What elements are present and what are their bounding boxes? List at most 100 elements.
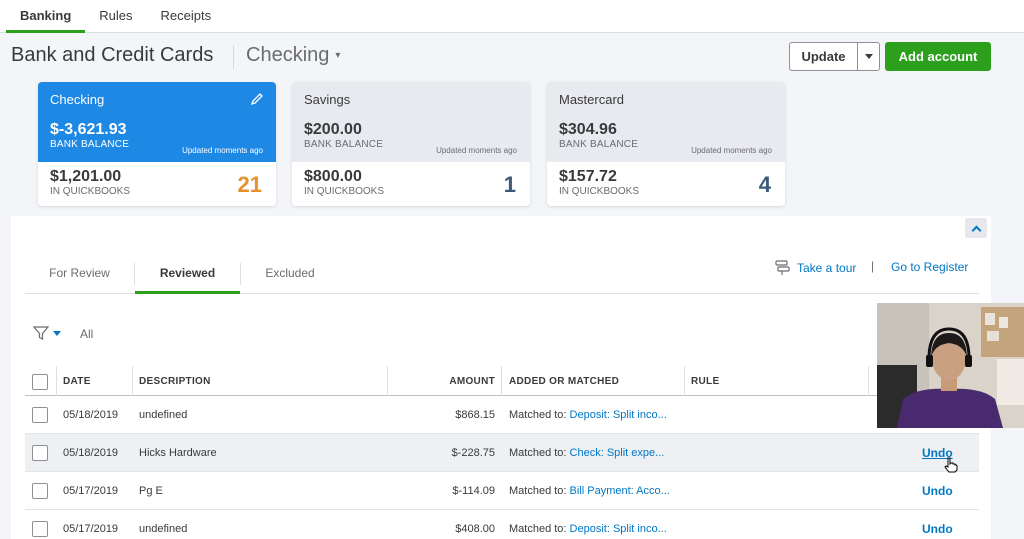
tab-divider <box>134 263 135 285</box>
undo-button[interactable]: Undo <box>922 484 953 498</box>
column-divider <box>132 366 133 396</box>
card-name: Checking <box>50 92 105 107</box>
card-name: Savings <box>304 92 351 107</box>
chevron-down-icon <box>864 54 873 59</box>
row-matched: Matched to: Deposit: Split inco... <box>509 510 679 539</box>
row-description: undefined <box>139 409 188 421</box>
matched-prefix: Matched to: <box>509 485 567 497</box>
card-qb-label: IN QUICKBOOKS <box>559 186 640 197</box>
column-header-date[interactable]: DATE <box>63 375 91 387</box>
column-header-description[interactable]: DESCRIPTION <box>139 375 211 387</box>
filter-button[interactable] <box>33 325 61 341</box>
take-a-tour-link[interactable]: Take a tour <box>774 259 856 276</box>
column-header-added-matched: ADDED OR MATCHED <box>509 375 620 387</box>
review-tabs: For Review Reviewed Excluded <box>25 253 979 294</box>
tab-excluded[interactable]: Excluded <box>265 266 315 280</box>
title-divider <box>233 45 234 69</box>
account-card-checking[interactable]: Checking $-3,621.93 BANK BALANCE Updated… <box>38 82 276 206</box>
row-date: 05/17/2019 <box>63 485 119 497</box>
column-divider <box>56 366 57 396</box>
select-all-checkbox[interactable] <box>32 374 48 390</box>
transactions-table: DATE DESCRIPTION AMOUNT ADDED OR MATCHED… <box>25 366 979 539</box>
row-amount: $868.15 <box>455 409 495 421</box>
top-nav: Banking Rules Receipts <box>0 0 1024 33</box>
card-bank-label: BANK BALANCE <box>50 139 130 150</box>
card-updated: Updated moments ago <box>182 146 263 155</box>
tab-receipts[interactable]: Receipts <box>160 8 212 23</box>
tab-for-review[interactable]: For Review <box>49 266 110 280</box>
filter-value: All <box>80 327 94 341</box>
row-checkbox[interactable] <box>32 445 48 461</box>
card-qb-label: IN QUICKBOOKS <box>50 186 131 197</box>
signpost-icon <box>775 260 790 275</box>
presenter-video-image <box>877 303 1024 428</box>
card-qb-balance: $1,201.00 <box>50 168 122 185</box>
tab-banking[interactable]: Banking <box>6 0 86 33</box>
matched-prefix: Matched to: <box>509 447 567 459</box>
tab-rules[interactable]: Rules <box>99 8 133 23</box>
row-matched: Matched to: Deposit: Split inco... <box>509 396 679 434</box>
matched-link[interactable]: Deposit: Split inco... <box>569 523 667 535</box>
webcam-overlay <box>877 303 1024 428</box>
card-count-badge: 4 <box>758 172 771 197</box>
hand-cursor-icon <box>944 457 958 473</box>
pencil-icon[interactable] <box>250 92 264 106</box>
tab-divider <box>240 263 241 285</box>
card-bank-section: Checking $-3,621.93 BANK BALANCE Updated… <box>38 82 276 162</box>
card-qb-section: $800.00 IN QUICKBOOKS 1 <box>292 162 530 206</box>
column-divider <box>868 366 869 396</box>
matched-prefix: Matched to: <box>509 523 567 535</box>
row-amount: $-114.09 <box>452 485 495 497</box>
card-qb-section: $157.72 IN QUICKBOOKS 4 <box>547 162 785 206</box>
row-date: 05/17/2019 <box>63 523 119 535</box>
link-separator: | <box>871 259 875 273</box>
chevron-up-icon <box>971 225 981 235</box>
account-card-mastercard[interactable]: Mastercard $304.96 BANK BALANCE Updated … <box>547 82 785 206</box>
table-row[interactable]: 05/17/2019 Pg E $-114.09 Matched to: Bil… <box>25 472 979 510</box>
collapse-button[interactable] <box>965 218 987 238</box>
row-description: undefined <box>139 523 188 535</box>
tab-reviewed[interactable]: Reviewed <box>135 253 240 294</box>
row-action: Undo <box>922 472 953 510</box>
matched-link[interactable]: Check: Split expe... <box>569 447 665 459</box>
row-matched: Matched to: Check: Split expe... <box>509 434 679 472</box>
row-checkbox[interactable] <box>32 483 48 499</box>
row-checkbox[interactable] <box>32 407 48 423</box>
table-row[interactable]: 05/18/2019 undefined $868.15 Matched to:… <box>25 396 979 434</box>
card-bank-balance: $-3,621.93 <box>50 121 127 138</box>
table-row[interactable]: 05/17/2019 undefined $408.00 Matched to:… <box>25 510 979 539</box>
page-title: Bank and Credit Cards <box>11 44 214 66</box>
row-amount: $-228.75 <box>451 447 495 459</box>
card-updated: Updated moments ago <box>436 146 517 155</box>
matched-prefix: Matched to: <box>509 409 567 421</box>
card-bank-section: Savings $200.00 BANK BALANCE Updated mom… <box>292 82 530 162</box>
card-qb-balance: $800.00 <box>304 168 362 185</box>
row-date: 05/18/2019 <box>63 447 119 459</box>
column-header-amount[interactable]: AMOUNT <box>449 375 495 387</box>
account-dropdown-label: Checking <box>246 44 330 66</box>
undo-button[interactable]: Undo <box>922 446 953 460</box>
column-divider <box>387 366 388 396</box>
caret-down-icon: ▾ <box>335 50 341 61</box>
card-count-badge: 1 <box>503 172 516 197</box>
add-account-button[interactable]: Add account <box>885 42 991 71</box>
card-bank-label: BANK BALANCE <box>304 139 384 150</box>
card-updated: Updated moments ago <box>691 146 772 155</box>
row-action: Undo <box>922 510 953 539</box>
table-header: DATE DESCRIPTION AMOUNT ADDED OR MATCHED… <box>25 366 979 396</box>
matched-link[interactable]: Bill Payment: Acco... <box>569 485 670 497</box>
row-amount: $408.00 <box>455 523 495 535</box>
undo-button[interactable]: Undo <box>922 522 953 536</box>
account-card-savings[interactable]: Savings $200.00 BANK BALANCE Updated mom… <box>292 82 530 206</box>
card-qb-balance: $157.72 <box>559 168 617 185</box>
account-dropdown[interactable]: Checking ▾ <box>246 44 340 67</box>
update-button[interactable]: Update <box>789 42 857 71</box>
matched-link[interactable]: Deposit: Split inco... <box>569 409 667 421</box>
update-dropdown-button[interactable] <box>857 42 880 71</box>
go-to-register-link[interactable]: Go to Register <box>891 260 969 274</box>
card-qb-label: IN QUICKBOOKS <box>304 186 385 197</box>
card-qb-section: $1,201.00 IN QUICKBOOKS 21 <box>38 162 276 206</box>
row-matched: Matched to: Bill Payment: Acco... <box>509 472 679 510</box>
row-checkbox[interactable] <box>32 521 48 537</box>
table-row[interactable]: 05/18/2019 Hicks Hardware $-228.75 Match… <box>25 434 979 472</box>
